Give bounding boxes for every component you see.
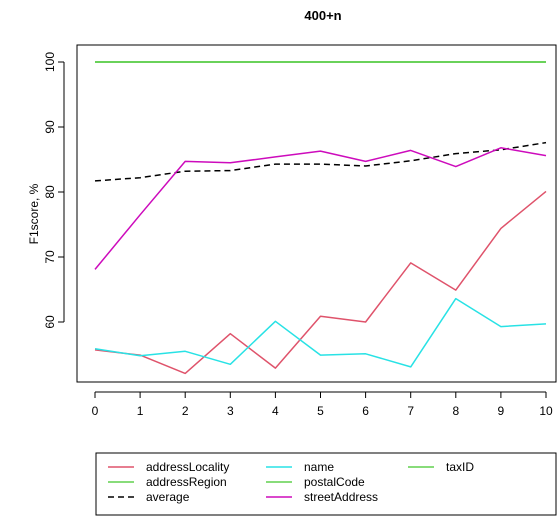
y-tick-label: 100	[43, 52, 57, 72]
legend-label-average: average	[146, 490, 190, 504]
legend-label-streetAddress: streetAddress	[304, 490, 378, 504]
x-tick-label: 10	[539, 404, 553, 418]
x-tick-label: 3	[227, 404, 234, 418]
series-line-addressLocality	[94, 190, 547, 375]
plot-frame	[76, 44, 557, 383]
chart-title: 400+n	[304, 8, 341, 23]
legend-label-addressRegion: addressRegion	[146, 475, 227, 489]
x-tick-label: 7	[407, 404, 414, 418]
x-tick-label: 1	[137, 404, 144, 418]
legend-box	[95, 452, 557, 516]
y-tick-label: 60	[43, 315, 57, 329]
legend-label-postalCode: postalCode	[304, 475, 365, 489]
x-tick-label: 9	[498, 404, 505, 418]
x-tick-label: 5	[317, 404, 324, 418]
series-line-average	[94, 141, 547, 182]
legend-label-addressLocality: addressLocality	[146, 460, 229, 474]
x-tick-label: 8	[452, 404, 459, 418]
series-line-streetAddress	[94, 147, 547, 270]
y-tick-label: 70	[43, 250, 57, 264]
legend-label-name: name	[304, 460, 334, 474]
x-tick-label: 4	[272, 404, 279, 418]
y-axis-label: F1score, %	[27, 183, 41, 244]
x-tick-label: 6	[362, 404, 369, 418]
x-axis: 0 1 2 3 4 5 6 7 8 9 10	[92, 391, 553, 418]
x-tick-label: 2	[182, 404, 189, 418]
legend-label-taxID: taxID	[446, 460, 474, 474]
y-tick-label: 80	[43, 185, 57, 199]
series-layer	[94, 61, 547, 375]
y-tick-label: 90	[43, 120, 57, 134]
series-line-name	[94, 297, 547, 368]
y-axis: 60 70 80 90 100	[43, 52, 65, 329]
x-tick-label: 0	[92, 404, 99, 418]
